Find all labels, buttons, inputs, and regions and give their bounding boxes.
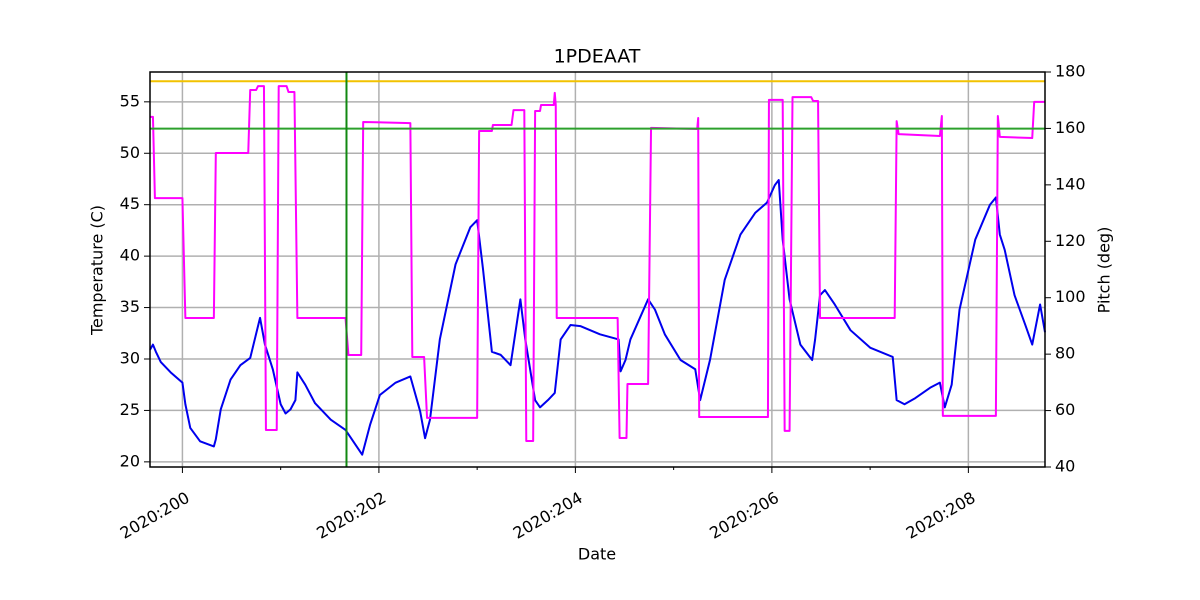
x-tick-label: 2020:208 (903, 488, 979, 543)
y-axis-label: Temperature (C) (88, 205, 107, 336)
x-tick-label: 2020:200 (117, 488, 193, 543)
plot-frame (149, 71, 1046, 468)
y-tick-label: 25 (120, 400, 140, 419)
y2-tick-label: 40 (1055, 457, 1075, 476)
y2-tick-label: 60 (1055, 400, 1075, 419)
x-tick-label: 2020:206 (706, 488, 782, 543)
y-tick-label: 20 (120, 451, 140, 470)
y2-tick-label: 140 (1055, 174, 1086, 193)
chart-title: 1PDEAAT (554, 46, 641, 68)
data-line (150, 85, 1045, 443)
x-axis-label: Date (578, 545, 616, 564)
y-tick-label: 30 (120, 348, 140, 367)
y-tick-label: 35 (120, 297, 140, 316)
y2-tick-label: 80 (1055, 344, 1075, 363)
y2-tick-label: 120 (1055, 231, 1086, 250)
y-tick-label: 45 (120, 194, 140, 213)
y2-tick-label: 160 (1055, 118, 1086, 137)
x-tick-label: 2020:202 (313, 488, 389, 543)
y2-axis-label: Pitch (deg) (1095, 227, 1114, 314)
x-tick-label: 2020:204 (510, 488, 586, 543)
y-tick-label: 50 (120, 143, 140, 162)
y2-tick-label: 100 (1055, 287, 1086, 306)
y2-tick-label: 180 (1055, 62, 1086, 81)
y-tick-label: 55 (120, 91, 140, 110)
y-tick-label: 40 (120, 246, 140, 265)
data-line (149, 179, 1046, 456)
